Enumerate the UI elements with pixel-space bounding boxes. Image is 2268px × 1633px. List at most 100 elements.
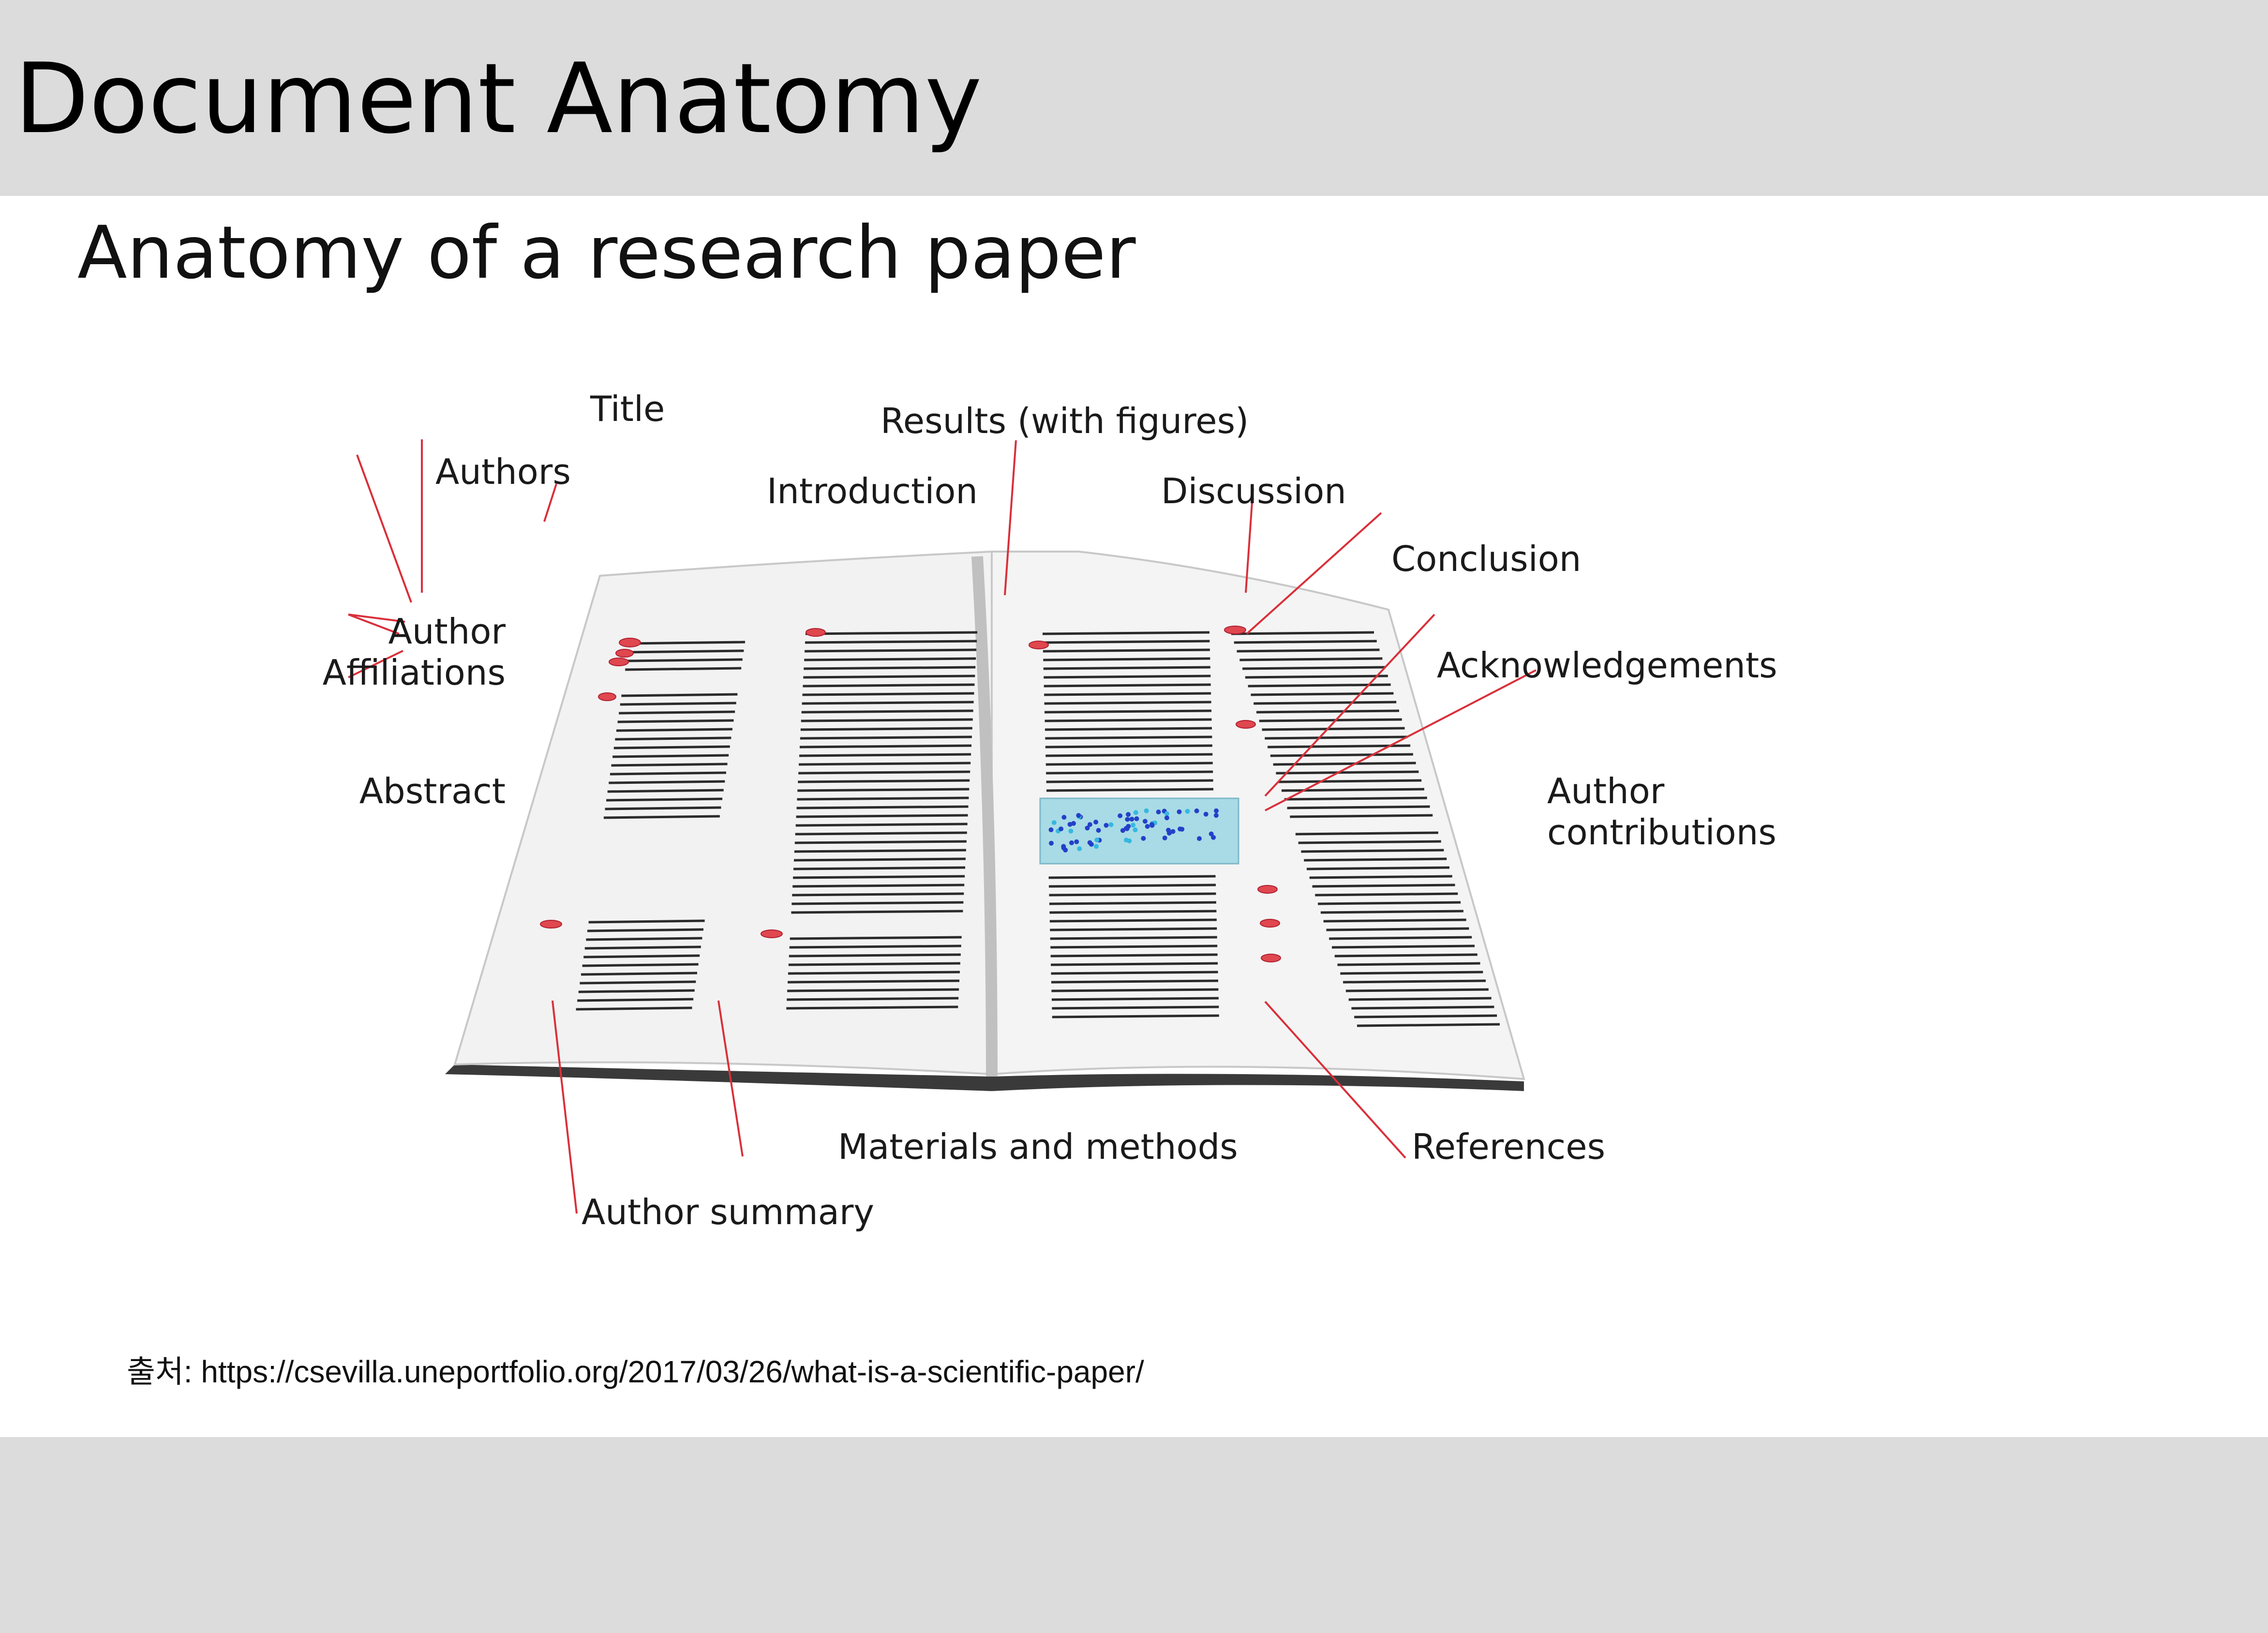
figure-point (1214, 808, 1219, 813)
text-line (1354, 1014, 1497, 1019)
figure-point (1145, 824, 1150, 829)
source-url[interactable]: https://csevilla.uneportfolio.org/2017/0… (201, 1354, 1144, 1389)
label-authors: Authors (435, 451, 571, 492)
text-line (788, 979, 960, 984)
text-line (1050, 927, 1217, 931)
figure-point (1125, 817, 1130, 822)
text-line (619, 710, 735, 715)
text-line (801, 718, 973, 722)
text-line (580, 980, 696, 985)
text-line (796, 814, 968, 818)
text-line (1290, 814, 1433, 818)
text-line (1343, 979, 1486, 984)
text-line (612, 754, 729, 758)
text-line (795, 823, 968, 827)
book-spine (971, 556, 998, 1077)
footer-band (0, 1437, 2268, 1633)
label-author-affiliations-1: Author (388, 611, 506, 652)
text-line (1248, 683, 1391, 688)
figure-point (1211, 835, 1216, 840)
text-line (613, 745, 730, 749)
text-line (1326, 927, 1469, 931)
text-line (611, 763, 728, 767)
text-line (581, 972, 698, 976)
text-line (1050, 944, 1218, 949)
text-line (1334, 953, 1477, 958)
text-line (802, 692, 974, 696)
text-line (799, 744, 972, 749)
text-line (795, 831, 967, 836)
figure-point (1178, 826, 1183, 832)
text-line (1304, 857, 1447, 862)
figure-point (1068, 828, 1074, 834)
text-line (620, 702, 736, 706)
text-line (792, 892, 964, 897)
text-line (1049, 901, 1216, 905)
text-line (609, 780, 725, 784)
text-line (621, 693, 738, 697)
text-line (627, 649, 744, 654)
source-citation: 출처: https://csevilla.uneportfolio.org/20… (127, 1350, 1144, 1393)
figure-point (1213, 813, 1219, 818)
figure-point (1093, 820, 1099, 824)
text-line (1044, 683, 1211, 688)
text-line (1048, 875, 1216, 879)
figure-point (1133, 827, 1138, 833)
text-line (1329, 936, 1472, 940)
text-line (1043, 640, 1210, 644)
text-line (1045, 762, 1213, 766)
figure-point (1177, 809, 1182, 814)
figure-point (1108, 822, 1114, 827)
figure-point (1162, 835, 1167, 840)
text-line (803, 674, 975, 679)
figure-point (1134, 816, 1139, 822)
middle-column-text-lines (786, 631, 978, 1010)
text-line (1351, 1005, 1494, 1010)
figure-point (1094, 837, 1100, 842)
text-line (794, 840, 967, 844)
text-line (1049, 918, 1217, 923)
text-line (1044, 701, 1211, 705)
text-line (790, 936, 962, 940)
text-line (1052, 1005, 1219, 1010)
text-line (788, 971, 960, 975)
text-line (800, 735, 972, 740)
figure-point (1059, 826, 1064, 832)
text-line (1051, 962, 1218, 966)
text-line (1044, 709, 1212, 714)
text-line (1268, 744, 1411, 749)
text-line (1323, 918, 1466, 923)
text-line (789, 944, 961, 949)
text-line (1042, 631, 1210, 635)
text-line (1284, 796, 1427, 801)
text-line (1045, 744, 1212, 749)
text-line (1049, 910, 1217, 914)
text-line (1046, 788, 1214, 792)
text-line (584, 945, 701, 950)
text-line (617, 719, 734, 723)
text-line (1051, 997, 1219, 1001)
label-acknowledgements: Acknowledgements (1437, 645, 1777, 686)
figure-point (1149, 823, 1155, 828)
text-line (1279, 779, 1422, 783)
figure-point (1096, 828, 1101, 833)
text-line (793, 857, 966, 862)
text-line (1331, 944, 1475, 949)
label-title: Title (590, 389, 665, 429)
text-line (1337, 962, 1480, 966)
text-line (1262, 727, 1405, 731)
figure-point (1087, 840, 1092, 845)
text-line (1049, 884, 1216, 888)
figure-point (1048, 827, 1054, 832)
figure-point (1085, 825, 1090, 831)
text-line (1306, 866, 1450, 870)
figure-point (1063, 847, 1068, 853)
label-results: Results (with figures) (880, 401, 1249, 441)
book-shadow (445, 1064, 1524, 1091)
source-label: 출처: (127, 1354, 193, 1389)
text-line (1234, 640, 1377, 644)
text-line (1270, 753, 1413, 757)
text-line (1239, 657, 1383, 661)
right-page-text-lines (1042, 631, 1500, 1027)
figure-point (1126, 824, 1131, 829)
